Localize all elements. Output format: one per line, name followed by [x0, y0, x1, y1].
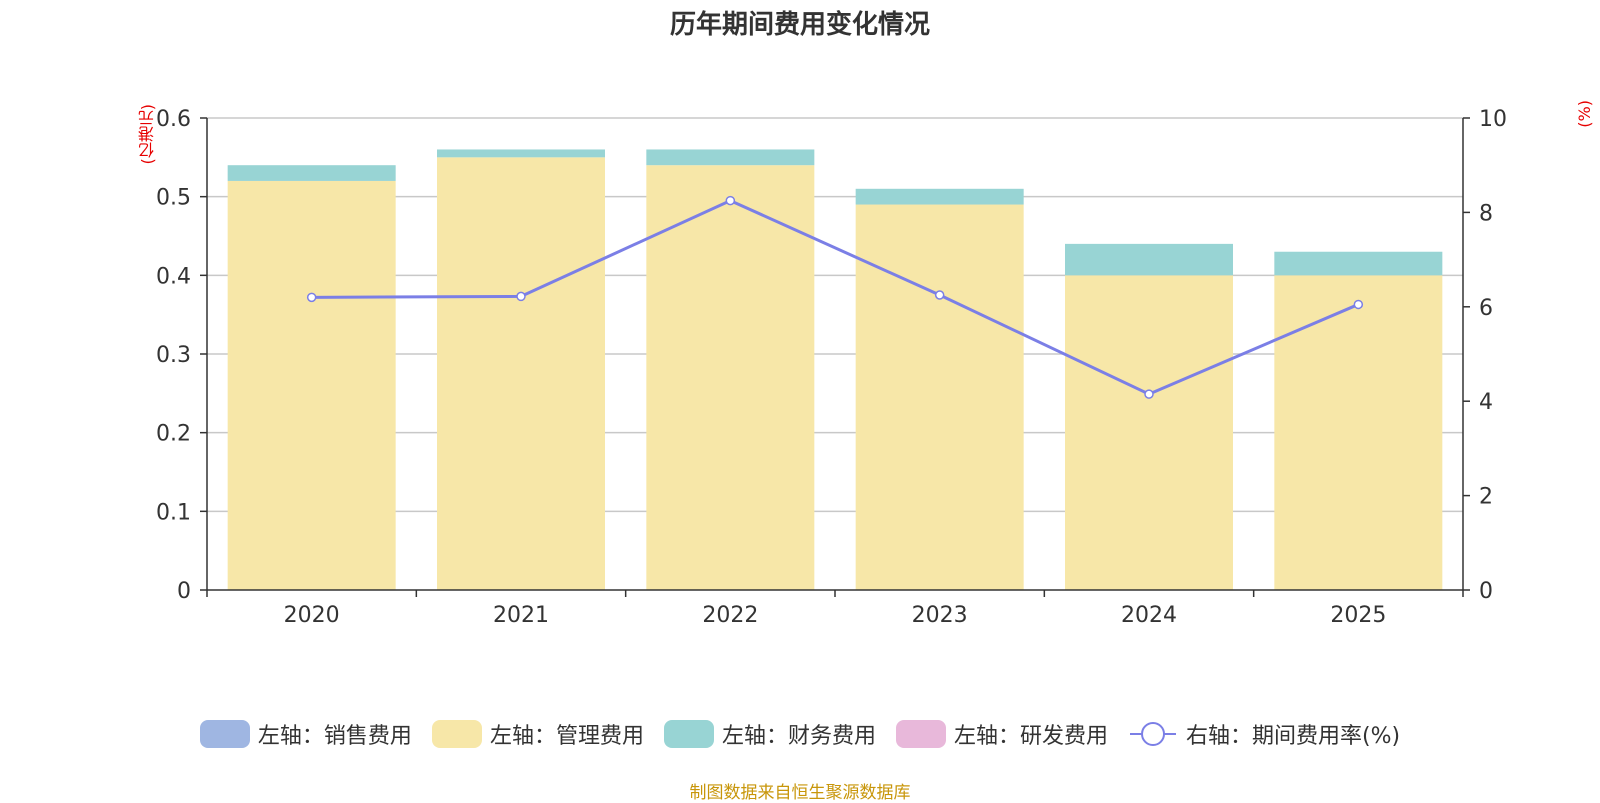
rate-point-2021	[516, 291, 526, 302]
left-axis-tick-label: 0	[177, 579, 191, 604]
left-axis-tick-label: 0.5	[156, 186, 191, 211]
chart-title: 历年期间费用变化情况	[669, 10, 930, 40]
bar-2024-series-1	[1065, 275, 1233, 590]
bar-2020-series-2	[227, 165, 396, 181]
right-axis-tick-label: 2	[1479, 485, 1493, 510]
bar-2021-series-1	[437, 157, 605, 591]
bar-2021-series-2	[437, 149, 605, 158]
x-axis-tick-label: 2021	[493, 603, 549, 628]
rate-line	[311, 198, 1359, 396]
rate-point-2023	[934, 290, 945, 300]
x-axis-tick-label: 2020	[284, 603, 340, 628]
x-axis-tick-label: 2022	[702, 603, 758, 628]
right-axis-tick-label: 4	[1479, 390, 1493, 415]
bar-2022-series-1	[646, 165, 815, 590]
rate-point-2020	[306, 292, 317, 303]
legend-swatch-sales	[199, 720, 250, 748]
right-axis-tick-label: 10	[1479, 107, 1507, 132]
legend-swatch-rd	[895, 720, 946, 748]
legend-item-rate[interactable]: 右轴：期间费用率(%)	[1128, 718, 1400, 750]
rate-point-2022	[725, 195, 736, 206]
legend-item-rd[interactable]: 左轴：研发费用	[895, 718, 1108, 750]
x-axis-tick-label: 2023	[912, 603, 968, 628]
bar-2023-series-1	[855, 204, 1024, 591]
left-axis-tick-label: 0.1	[156, 500, 191, 525]
rate-point-2025	[1353, 299, 1364, 310]
rate-point-2024	[1144, 389, 1154, 399]
bar-2025-series-2	[1274, 251, 1443, 276]
right-axis-tick-label: 0	[1479, 579, 1493, 604]
legend-label-rd: 左轴：研发费用	[953, 724, 1108, 749]
left-axis-tick-label: 0.3	[156, 343, 191, 368]
bar-2025-series-1	[1274, 275, 1443, 590]
legend-label-sales: 左轴：销售费用	[257, 724, 412, 749]
data-source-footer: 制图数据来自恒生聚源数据库	[689, 783, 911, 803]
x-axis-tick-label: 2024	[1121, 603, 1177, 628]
bar-2023-series-2	[855, 188, 1024, 205]
right-axis-tick-label: 6	[1479, 296, 1493, 321]
legend-line-marker-icon	[1129, 722, 1176, 746]
left-axis-tick-label: 0.4	[156, 264, 191, 289]
legend-item-sales[interactable]: 左轴：销售费用	[199, 718, 412, 750]
legend-swatch-finance	[663, 720, 714, 748]
right-axis-tick-label: 8	[1479, 201, 1493, 226]
legend: 左轴：销售费用 左轴：管理费用 左轴：财务费用 左轴：研发费用 右轴：期间费用率…	[0, 718, 1600, 750]
bar-2020-series-1	[227, 180, 396, 590]
left-axis-tick-label: 0.2	[156, 422, 191, 447]
legend-label-admin: 左轴：管理费用	[489, 724, 644, 749]
legend-item-admin[interactable]: 左轴：管理费用	[431, 718, 644, 750]
legend-item-finance[interactable]: 左轴：财务费用	[663, 718, 876, 750]
legend-swatch-admin	[431, 720, 482, 748]
bar-2024-series-2	[1065, 243, 1233, 276]
legend-label-rate: 右轴：期间费用率(%)	[1185, 724, 1401, 749]
left-axis-tick-label: 0.6	[156, 107, 191, 132]
x-axis-tick-label: 2025	[1330, 603, 1386, 628]
bar-2022-series-2	[646, 149, 815, 166]
legend-label-finance: 左轴：财务费用	[721, 724, 876, 749]
